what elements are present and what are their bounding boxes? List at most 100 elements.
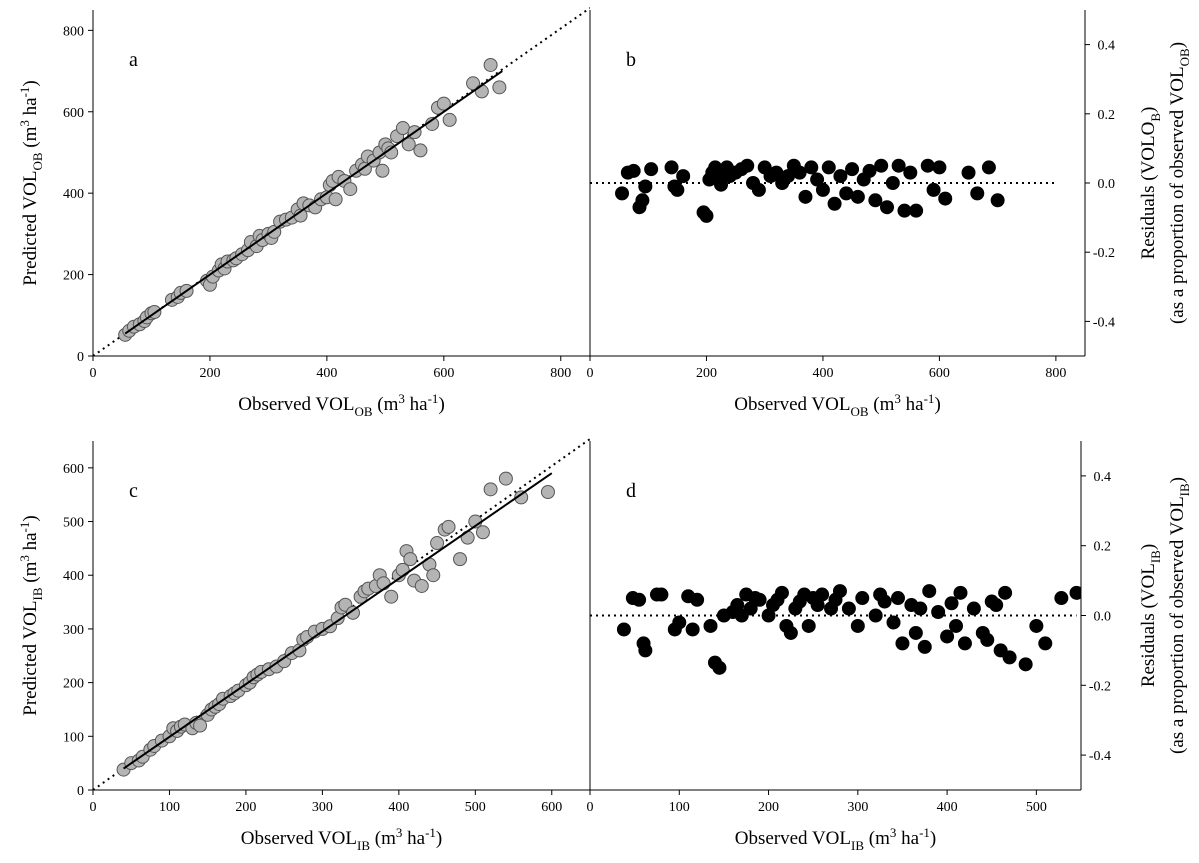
data-point xyxy=(868,608,883,623)
data-point xyxy=(966,601,981,616)
x-axis-title: Observed VOLOB (m3 ha-1) xyxy=(734,391,941,419)
data-point xyxy=(839,186,854,201)
data-point xyxy=(841,601,856,616)
plot-area-c xyxy=(93,438,590,790)
data-point xyxy=(855,591,870,606)
data-point xyxy=(953,585,968,600)
y-axis-title-line1: Residuals (VOLOB) xyxy=(1138,107,1163,260)
y-tick-label: 0.0 xyxy=(1094,610,1112,625)
data-point xyxy=(441,519,456,534)
x-tick-label: 800 xyxy=(550,366,571,381)
data-point xyxy=(804,160,819,175)
data-point xyxy=(827,196,842,211)
data-point xyxy=(832,584,847,599)
y-tick-label: -0.4 xyxy=(1093,315,1115,330)
fit-line xyxy=(123,472,553,770)
data-point xyxy=(685,622,700,637)
data-point xyxy=(998,585,1013,600)
data-point xyxy=(890,591,905,606)
data-point xyxy=(891,158,906,173)
x-tick-label: 200 xyxy=(235,800,256,815)
data-point xyxy=(644,162,659,177)
data-point xyxy=(466,76,481,91)
y-tick-label: 800 xyxy=(63,24,84,39)
data-point xyxy=(792,165,807,180)
data-point xyxy=(877,594,892,609)
data-point xyxy=(957,636,972,651)
data-point xyxy=(922,584,937,599)
x-tick-label: 100 xyxy=(669,800,690,815)
data-point xyxy=(1069,585,1081,600)
y-tick-label: -0.2 xyxy=(1089,679,1111,694)
data-point xyxy=(961,165,976,180)
data-point xyxy=(635,193,650,208)
x-tick-label: 100 xyxy=(159,800,180,815)
data-point xyxy=(980,632,995,647)
x-tick-label: 600 xyxy=(541,800,562,815)
data-point xyxy=(712,660,727,675)
y-tick-label: 0.4 xyxy=(1098,39,1116,54)
data-point xyxy=(460,530,475,545)
data-point xyxy=(1054,591,1069,606)
data-point xyxy=(1038,636,1053,651)
data-point xyxy=(474,84,489,99)
x-tick-label: 0 xyxy=(587,366,594,381)
data-point xyxy=(815,182,830,197)
data-point xyxy=(384,589,399,604)
x-tick-label: 400 xyxy=(388,800,409,815)
data-point xyxy=(403,552,418,567)
data-point xyxy=(821,160,836,175)
data-point xyxy=(413,143,428,158)
one-to-one-line xyxy=(93,7,590,356)
data-point xyxy=(626,163,641,178)
plot-area-a xyxy=(93,7,590,356)
y-tick-label: 200 xyxy=(63,677,84,692)
x-axis-title: Observed VOLIB (m3 ha-1) xyxy=(735,825,936,853)
y-tick-label: 300 xyxy=(63,623,84,638)
data-point xyxy=(850,189,865,204)
y-tick-label: 0.2 xyxy=(1098,108,1116,123)
y-tick-label: 400 xyxy=(63,187,84,202)
x-tick-label: 0 xyxy=(587,800,594,815)
x-tick-label: 300 xyxy=(847,800,868,815)
data-point xyxy=(913,601,928,616)
data-point xyxy=(453,552,468,567)
data-point xyxy=(850,618,865,633)
y-tick-label: 200 xyxy=(63,269,84,284)
data-point xyxy=(908,625,923,640)
y-tick-label: 500 xyxy=(63,516,84,531)
data-point xyxy=(699,208,714,223)
data-point xyxy=(376,576,391,591)
data-point xyxy=(751,182,766,197)
data-point xyxy=(670,182,685,197)
data-point xyxy=(492,80,507,95)
x-tick-label: 200 xyxy=(758,800,779,815)
y-tick-label: -0.4 xyxy=(1089,749,1111,764)
panel-label: b xyxy=(626,49,636,71)
data-point xyxy=(632,592,647,607)
x-tick-label: 400 xyxy=(937,800,958,815)
data-point xyxy=(909,203,924,218)
data-point xyxy=(498,471,513,486)
panel-c: 0 100 200 300 400 500 600 0 100 200 300 400 500 600 c O… xyxy=(17,438,590,853)
data-point xyxy=(442,112,457,127)
y-axis-title-line2: (as a proportion of observed VOLIB) xyxy=(1167,477,1192,754)
data-point xyxy=(483,482,498,497)
y-tick-label: 0 xyxy=(77,350,84,365)
data-point xyxy=(931,605,946,620)
x-axis-title: Observed VOLOB (m3 ha-1) xyxy=(238,391,445,419)
data-point xyxy=(414,578,429,593)
data-point xyxy=(801,618,816,633)
data-point xyxy=(774,585,789,600)
data-point xyxy=(672,615,687,630)
y-tick-label: 600 xyxy=(63,106,84,121)
data-point xyxy=(638,643,653,658)
data-point xyxy=(868,193,883,208)
data-point xyxy=(616,622,631,637)
data-point xyxy=(483,57,498,72)
panel-a: 0 200 400 600 800 0 200 400 600 800 a Observed VOLO… xyxy=(17,7,590,419)
y-tick-label: 0.2 xyxy=(1094,540,1112,555)
data-point xyxy=(970,186,985,201)
data-point xyxy=(436,96,451,111)
x-tick-label: 600 xyxy=(929,366,950,381)
